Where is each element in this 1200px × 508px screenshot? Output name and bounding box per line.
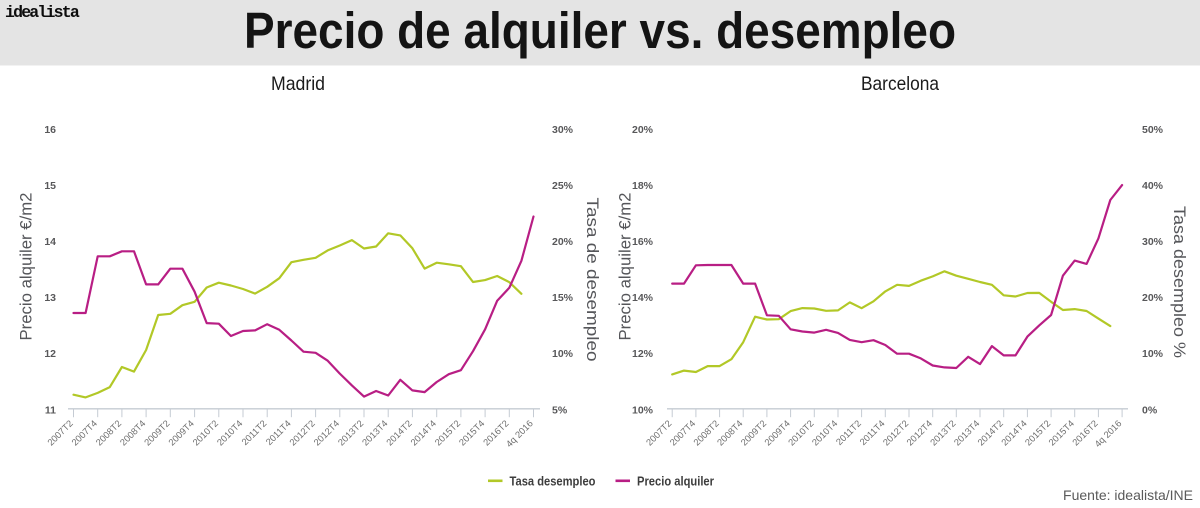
svg-text:Precio alquiler €/m2: Precio alquiler €/m2 bbox=[616, 193, 635, 341]
svg-text:14%: 14% bbox=[632, 292, 654, 304]
svg-text:20%: 20% bbox=[552, 236, 574, 248]
svg-text:12%: 12% bbox=[632, 348, 654, 360]
svg-text:Barcelona: Barcelona bbox=[861, 73, 939, 95]
svg-text:15%: 15% bbox=[552, 292, 574, 304]
svg-text:30%: 30% bbox=[1142, 236, 1164, 248]
svg-text:Tasa de desempleo: Tasa de desempleo bbox=[583, 198, 602, 362]
svg-text:Fuente: idealista/INE: Fuente: idealista/INE bbox=[1063, 487, 1193, 503]
svg-text:14: 14 bbox=[44, 236, 56, 248]
svg-text:15: 15 bbox=[44, 180, 56, 192]
svg-text:18%: 18% bbox=[632, 180, 654, 192]
svg-text:16%: 16% bbox=[632, 236, 654, 248]
svg-text:25%: 25% bbox=[552, 180, 574, 192]
svg-text:30%: 30% bbox=[552, 124, 574, 136]
svg-text:40%: 40% bbox=[1142, 180, 1164, 192]
svg-text:11: 11 bbox=[45, 404, 56, 416]
svg-text:20%: 20% bbox=[1142, 292, 1164, 304]
svg-text:Tasa desempleo: Tasa desempleo bbox=[510, 474, 596, 489]
svg-text:idealista: idealista bbox=[5, 3, 80, 22]
svg-text:Precio de alquiler vs. desempl: Precio de alquiler vs. desempleo bbox=[244, 2, 956, 59]
svg-text:0%: 0% bbox=[1142, 404, 1158, 416]
svg-text:16: 16 bbox=[44, 124, 56, 136]
svg-text:Precio alquiler €/m2: Precio alquiler €/m2 bbox=[17, 193, 36, 341]
svg-text:Tasa desempleo %: Tasa desempleo % bbox=[1170, 206, 1189, 358]
svg-text:20%: 20% bbox=[632, 124, 654, 136]
svg-text:10%: 10% bbox=[632, 404, 654, 416]
svg-text:5%: 5% bbox=[552, 404, 568, 416]
svg-text:Madrid: Madrid bbox=[271, 73, 325, 95]
svg-text:10%: 10% bbox=[552, 348, 574, 360]
svg-text:Precio alquiler: Precio alquiler bbox=[637, 474, 714, 489]
svg-text:50%: 50% bbox=[1142, 124, 1164, 136]
svg-text:13: 13 bbox=[44, 292, 56, 304]
svg-text:12: 12 bbox=[44, 348, 56, 360]
svg-text:10%: 10% bbox=[1142, 348, 1164, 360]
